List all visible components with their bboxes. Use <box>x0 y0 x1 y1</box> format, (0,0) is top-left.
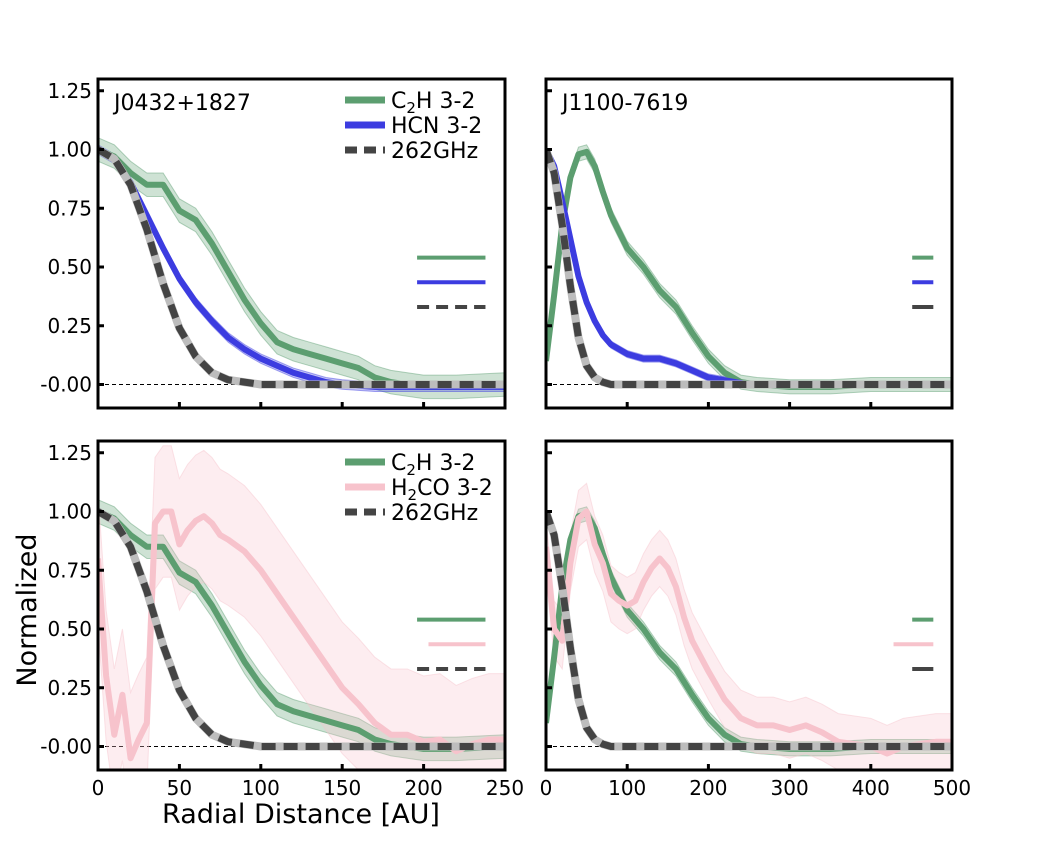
chart-panel-top-right: J1100-7619 <box>544 77 954 410</box>
y-tick-label: 0.50 <box>47 617 92 641</box>
plot-area <box>546 144 952 395</box>
x-tick-label: 200 <box>405 776 443 800</box>
y-tick-label: 0.75 <box>47 196 92 220</box>
legend-label-262ghz: 262GHz <box>391 139 478 164</box>
x-tick-label: 150 <box>323 776 361 800</box>
x-tick-label: 0 <box>92 776 105 800</box>
band-h2co-3-2 <box>546 482 952 770</box>
x-tick-label: 300 <box>771 776 809 800</box>
axes-frame <box>544 439 954 772</box>
band-c2h-3-2 <box>98 137 505 400</box>
band-h2co-3-2 <box>98 445 505 770</box>
x-tick-label: 250 <box>486 776 524 800</box>
y-tick-label: 0.50 <box>47 255 92 279</box>
y-tick-label: 1.25 <box>47 79 92 103</box>
axes-frame <box>96 439 507 772</box>
panel-title: J0432+1827 <box>112 91 251 116</box>
legend-label-c2h-3-2: C2H 3-2 <box>391 89 475 117</box>
x-tick-label: 400 <box>852 776 890 800</box>
y-axis-label: Normalized <box>12 533 43 686</box>
y-tick-label: 0.25 <box>47 314 92 338</box>
chart-panel-top-left: -0.00 0.25 0.50 0.75 1.00 1.25 J0432+1827 C2H 3… <box>40 77 507 410</box>
legend-label-c2h-3-2: C2H 3-2 <box>391 451 475 479</box>
legend-label-262ghz: 262GHz <box>391 501 478 526</box>
series-line-hcn-3-2 <box>546 148 952 388</box>
series-line-c2h-3-2 <box>98 146 505 390</box>
series-line-c2h-3-2 <box>546 148 952 390</box>
band-c2h-3-2 <box>546 144 952 395</box>
axes-frame <box>96 77 507 410</box>
x-tick-label: 500 <box>933 776 971 800</box>
x-tick-label: 50 <box>167 776 192 800</box>
series-line-h2co-3-2 <box>98 508 505 762</box>
y-tick-label: 0.25 <box>47 676 92 700</box>
y-tick-label: 1.25 <box>47 441 92 465</box>
series-underlay-262ghz <box>98 508 505 751</box>
series-underlay-262ghz <box>98 146 505 389</box>
band-c2h-3-2 <box>98 499 505 762</box>
axes-frame <box>544 77 954 410</box>
panel-title: J1100-7619 <box>560 91 688 116</box>
y-tick-label: -0.00 <box>40 373 92 397</box>
y-tick-label: -0.00 <box>40 735 92 759</box>
series-line-262ghz <box>546 148 952 388</box>
x-tick-label: 100 <box>242 776 280 800</box>
band-262ghz <box>546 146 952 388</box>
plot-area <box>98 137 505 400</box>
y-tick-label: 1.00 <box>47 500 92 524</box>
x-tick-label: 200 <box>689 776 727 800</box>
chart-panel-bottom-right: 0 100 200 300 400 500 <box>540 439 971 800</box>
x-axis-label: Radial Distance [AU] <box>162 799 440 830</box>
band-hcn-3-2 <box>546 145 952 389</box>
plot-area <box>98 445 505 770</box>
y-tick-label: 1.00 <box>47 138 92 162</box>
y-tick-label: 0.75 <box>47 558 92 582</box>
series-line-262ghz <box>546 510 952 750</box>
series-underlay-262ghz <box>546 148 952 389</box>
legend-label-h2co-3-2: H2CO 3-2 <box>391 476 493 504</box>
plot-area <box>546 482 952 770</box>
chart-panel-bottom-left: 0 50 100 150 200 250 -0.00 0.25 0.50 0.75 1.00 1.25… <box>40 439 524 800</box>
legend-label-hcn-3-2: HCN 3-2 <box>391 114 482 139</box>
panels: -0.00 0.25 0.50 0.75 1.00 1.25 J0432+1827 C2H 3… <box>40 77 971 800</box>
x-tick-label: 0 <box>540 776 553 800</box>
x-tick-label: 100 <box>608 776 646 800</box>
